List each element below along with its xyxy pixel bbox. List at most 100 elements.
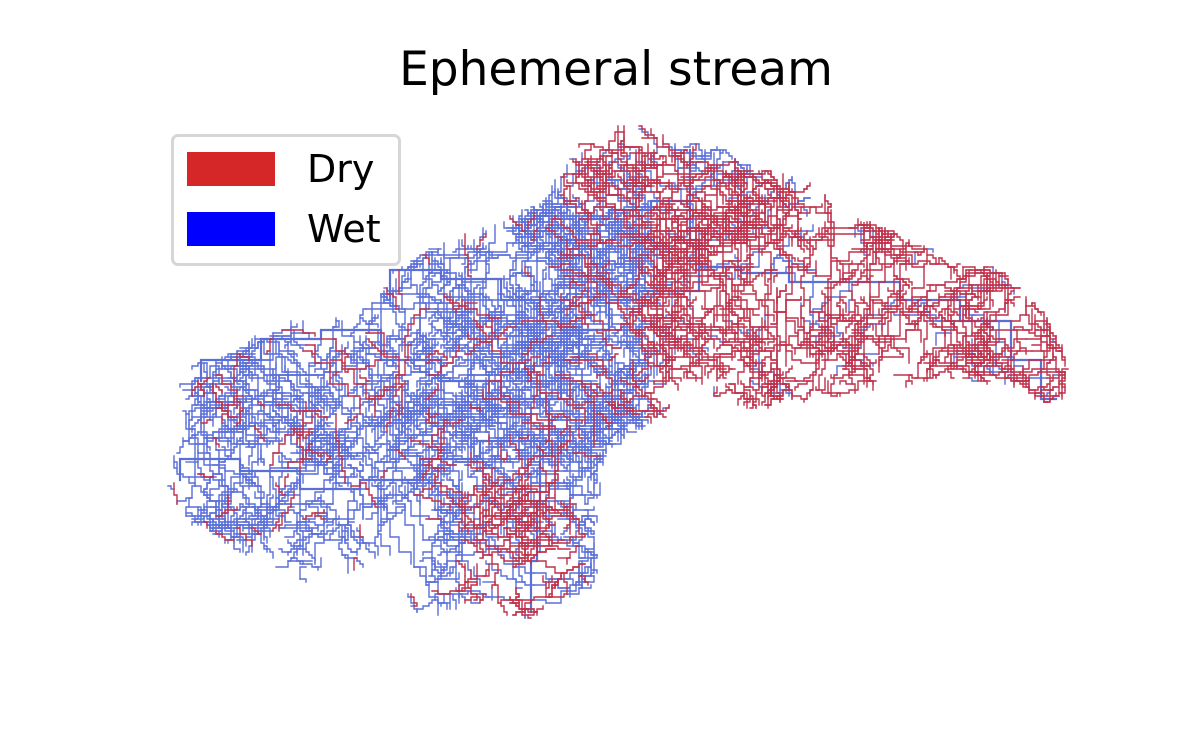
dry-stream-segment	[770, 380, 781, 397]
dry-stream-segment	[548, 263, 571, 268]
wet-stream-segment	[677, 164, 697, 169]
wet-stream-segment	[371, 503, 385, 511]
wet-stream-segment	[458, 392, 469, 403]
dry-stream-segment	[779, 173, 784, 208]
wet-stream-segment	[644, 398, 655, 415]
wet-stream-segment	[635, 158, 646, 166]
dry-stream-segment	[1016, 308, 1033, 331]
wet-stream-segment	[359, 482, 364, 520]
dry-stream-segment	[764, 350, 781, 382]
wet-stream-segment	[623, 329, 640, 358]
wet-stream-segment	[608, 221, 625, 232]
wet-stream-segment	[497, 416, 505, 433]
wet-stream-segment	[431, 323, 442, 331]
wet-stream-segment	[221, 455, 232, 463]
dry-stream-segment	[590, 365, 604, 370]
dry-stream-segment	[650, 323, 658, 337]
dry-stream-segment	[587, 164, 610, 220]
wet-stream-segment	[515, 230, 520, 250]
dry-stream-segment	[752, 188, 760, 205]
wet-stream-segment	[461, 332, 475, 352]
wet-stream-segment	[263, 545, 274, 559]
dry-stream-segment	[626, 170, 634, 181]
dry-stream-segment	[548, 215, 556, 226]
wet-stream-segment	[467, 350, 517, 355]
wet-stream-segment	[455, 392, 472, 409]
wet-stream-segment	[497, 293, 520, 325]
dry-stream-segment	[713, 179, 733, 193]
wet-stream-segment	[317, 389, 322, 403]
wet-stream-segment	[518, 284, 535, 298]
wet-stream-segment	[512, 386, 541, 397]
wet-stream-segment	[260, 359, 295, 436]
dry-stream-segment	[755, 215, 766, 223]
dry-stream-segment	[764, 386, 775, 397]
wet-stream-segment	[776, 266, 790, 274]
dry-stream-segment	[701, 353, 733, 361]
dry-stream-segment	[500, 374, 553, 430]
wet-stream-segment	[560, 230, 571, 241]
dry-stream-segment	[674, 227, 679, 241]
dry-stream-segment	[545, 413, 583, 424]
wet-stream-segment	[290, 443, 301, 448]
wet-stream-segment	[431, 269, 445, 277]
dry-stream-segment	[464, 593, 478, 601]
wet-stream-segment	[314, 557, 322, 568]
dry-stream-segment	[875, 323, 880, 343]
dry-stream-segment	[638, 290, 649, 310]
dry-stream-segment	[236, 353, 250, 361]
dry-stream-segment	[815, 227, 835, 244]
wet-stream-segment	[452, 482, 463, 499]
dry-stream-segment	[770, 380, 781, 397]
dry-stream-segment	[542, 494, 556, 502]
wet-stream-segment	[239, 473, 250, 490]
wet-stream-segment	[383, 410, 412, 421]
wet-stream-segment	[539, 293, 550, 370]
wet-stream-segment	[425, 572, 460, 583]
wet-stream-segment	[254, 335, 259, 349]
wet-stream-segment	[497, 314, 526, 331]
wet-stream-segment	[434, 308, 445, 319]
wet-stream-segment	[221, 446, 229, 457]
wet-stream-segment	[404, 260, 418, 271]
dry-stream-segment	[683, 173, 712, 187]
dry-stream-segment	[641, 161, 655, 169]
dry-stream-segment	[863, 323, 874, 331]
wet-stream-segment	[323, 536, 343, 541]
dry-stream-segment	[839, 380, 853, 385]
wet-stream-segment	[629, 413, 640, 421]
wet-stream-segment	[431, 557, 442, 577]
dry-stream-segment	[650, 203, 658, 220]
dry-stream-segment	[326, 452, 331, 463]
wet-stream-segment	[458, 593, 466, 601]
wet-stream-segment	[509, 278, 514, 289]
wet-stream-segment	[341, 320, 352, 337]
wet-stream-segment	[212, 431, 220, 463]
legend: Dry Wet	[171, 134, 401, 266]
dry-stream-segment	[1046, 362, 1051, 382]
dry-stream-segment	[305, 443, 313, 457]
wet-stream-segment	[578, 197, 589, 226]
dry-stream-segment	[698, 290, 733, 361]
wet-stream-segment	[176, 497, 193, 505]
wet-stream-segment	[455, 311, 493, 349]
dry-stream-segment	[395, 404, 400, 418]
dry-stream-segment	[677, 263, 697, 268]
wet-stream-segment	[296, 362, 307, 376]
wet-stream-segment	[416, 593, 439, 613]
dry-stream-segment	[638, 260, 643, 277]
dry-stream-segment	[476, 233, 487, 250]
dry-stream-segment	[581, 233, 592, 325]
dry-stream-segment	[608, 164, 613, 178]
wet-stream-segment	[290, 479, 301, 490]
wet-stream-segment	[614, 368, 625, 388]
dry-stream-segment	[554, 503, 577, 511]
dry-stream-segment	[929, 257, 940, 265]
dry-stream-segment	[635, 374, 670, 397]
wet-stream-segment	[452, 305, 466, 340]
dry-stream-segment	[731, 299, 742, 310]
dry-stream-segment	[893, 254, 910, 265]
dry-stream-segment	[1031, 302, 1042, 316]
wet-stream-segment	[431, 557, 436, 580]
wet-stream-segment	[413, 479, 436, 490]
